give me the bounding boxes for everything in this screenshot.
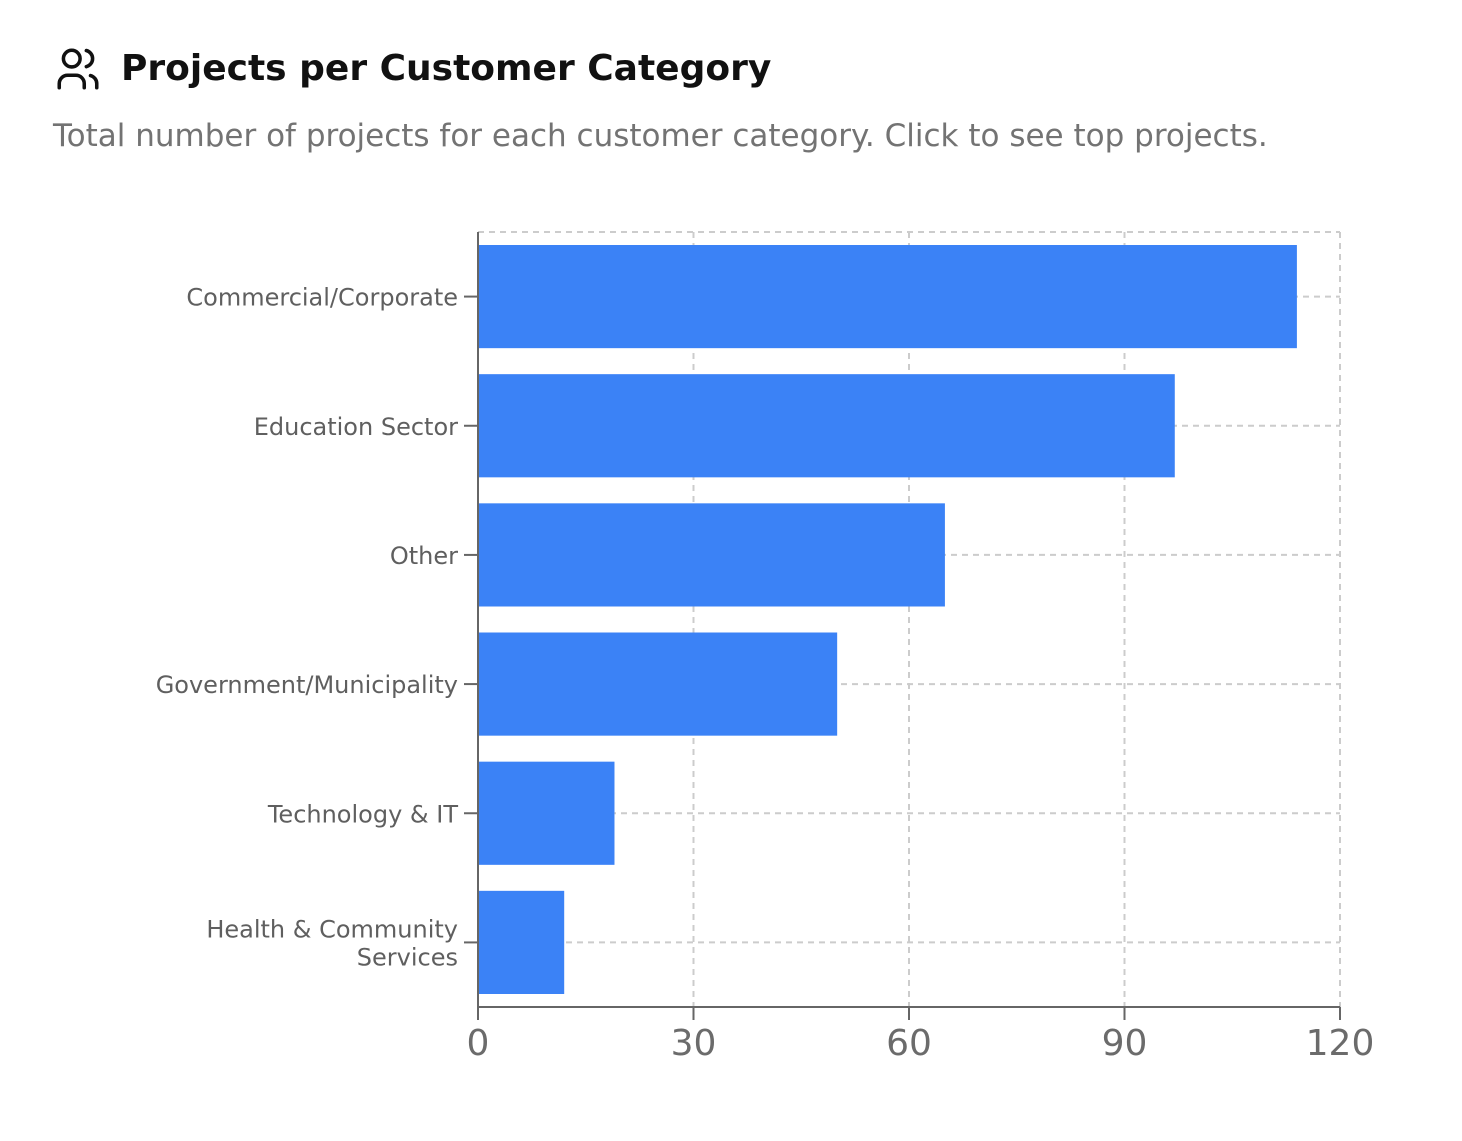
- bar-education-sector[interactable]: [478, 374, 1175, 478]
- chart-subtitle: Total number of projects for each custom…: [53, 118, 1268, 154]
- bar-commercial-corporate[interactable]: [478, 245, 1297, 349]
- grid-lines: [478, 231, 1341, 1007]
- x-tick-label: 120: [1306, 1023, 1375, 1064]
- tick-labels: 0 30 60 90 120 Commercial/Corporate Education …: [156, 284, 1375, 1064]
- bars: [478, 245, 1297, 994]
- axes: [464, 232, 1341, 1020]
- y-tick-label: Government/Municipality: [156, 671, 458, 699]
- chart-header: Projects per Customer Category: [53, 44, 771, 94]
- bar-health-community-services[interactable]: [478, 890, 565, 994]
- chart-title: Projects per Customer Category: [121, 48, 772, 89]
- y-tick-label: Commercial/Corporate: [186, 284, 458, 312]
- x-tick-label: 90: [1102, 1023, 1148, 1064]
- y-tick-label: Technology & IT: [267, 800, 458, 828]
- bar-other[interactable]: [478, 503, 945, 607]
- bar-technology-it[interactable]: [478, 761, 615, 865]
- y-tick-label: Education Sector: [254, 413, 458, 441]
- y-tick-label: Services: [357, 943, 458, 971]
- users-icon: [53, 44, 103, 94]
- x-tick-label: 0: [467, 1023, 490, 1064]
- x-tick-label: 30: [671, 1023, 717, 1064]
- y-tick-label: Health & Community: [206, 915, 458, 943]
- y-tick-label: Other: [390, 542, 458, 570]
- bar-government-municipality[interactable]: [478, 632, 838, 736]
- x-tick-label: 60: [886, 1023, 932, 1064]
